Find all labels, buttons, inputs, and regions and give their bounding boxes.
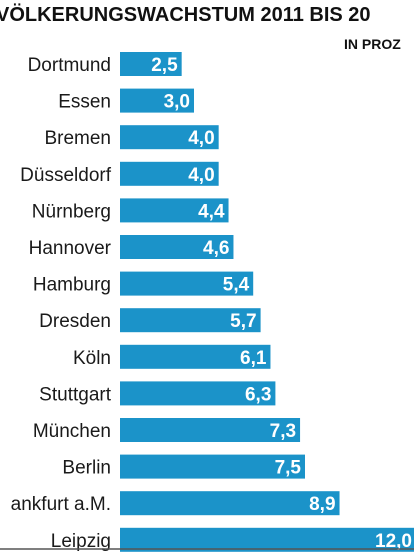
- bar: [120, 344, 271, 369]
- data-label: 6,3: [245, 384, 271, 405]
- category-label: Essen: [58, 92, 111, 113]
- data-label: 3,0: [164, 92, 190, 113]
- data-label: 6,1: [240, 348, 267, 369]
- data-label: 4,0: [188, 165, 214, 186]
- bar: [120, 454, 305, 479]
- bar: [120, 88, 194, 113]
- bar: [120, 125, 219, 150]
- data-label: 2,5: [151, 55, 178, 76]
- category-label: München: [33, 421, 111, 442]
- data-label: 12,0: [375, 531, 412, 552]
- bar: [120, 198, 229, 223]
- data-label: 5,4: [223, 275, 250, 296]
- category-label: Berlin: [62, 458, 111, 479]
- data-label: 7,5: [275, 458, 302, 479]
- data-label: 4,6: [203, 238, 229, 259]
- chart-subtitle: IN PROZ: [344, 36, 401, 52]
- data-label: 4,0: [188, 128, 214, 149]
- chart-title: VÖLKERUNGSWACHSTUM 2011 BIS 20: [0, 4, 371, 26]
- data-label: 7,3: [270, 421, 296, 442]
- data-label: 8,9: [309, 494, 335, 515]
- category-label: Leipzig: [51, 531, 111, 552]
- category-label: Dresden: [39, 311, 111, 332]
- bar: [120, 271, 254, 296]
- category-label: Stuttgart: [39, 384, 112, 405]
- category-label: ankfurt a.M.: [11, 494, 111, 515]
- bar: [120, 161, 219, 186]
- category-label: Hannover: [29, 238, 112, 259]
- bar: [120, 308, 261, 333]
- data-label: 5,7: [230, 311, 256, 332]
- bar: [120, 418, 301, 442]
- bar: [120, 527, 414, 552]
- category-label: Köln: [73, 348, 111, 369]
- bar: [120, 381, 276, 406]
- category-label: Nürnberg: [32, 201, 111, 222]
- category-label: Hamburg: [33, 275, 111, 296]
- category-label: Bremen: [44, 128, 111, 149]
- category-label: Düsseldorf: [20, 165, 112, 186]
- bar: [120, 52, 182, 76]
- category-label: Dortmund: [28, 55, 111, 76]
- bar: [120, 235, 234, 259]
- data-label: 4,4: [198, 201, 225, 222]
- bar: [120, 491, 340, 516]
